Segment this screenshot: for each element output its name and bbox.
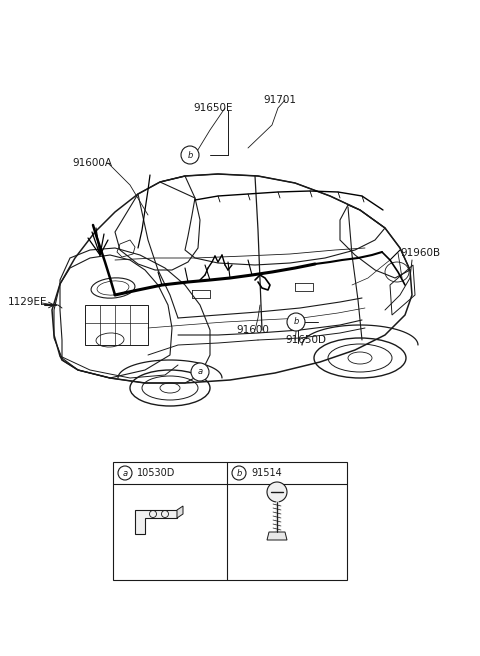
Text: b: b xyxy=(187,150,192,159)
Text: a: a xyxy=(197,367,203,377)
Polygon shape xyxy=(135,510,177,534)
Circle shape xyxy=(118,466,132,480)
Ellipse shape xyxy=(267,482,287,502)
Polygon shape xyxy=(267,532,287,540)
Circle shape xyxy=(287,313,305,331)
Circle shape xyxy=(191,363,209,381)
Text: 91514: 91514 xyxy=(251,468,282,478)
Circle shape xyxy=(232,466,246,480)
Text: 91600: 91600 xyxy=(236,325,269,335)
Text: 91650E: 91650E xyxy=(193,103,232,113)
Text: 91600A: 91600A xyxy=(72,158,112,168)
Text: 91960B: 91960B xyxy=(400,248,440,258)
Text: a: a xyxy=(122,468,128,478)
Text: b: b xyxy=(293,318,299,327)
Bar xyxy=(113,462,347,580)
Text: 1129EE: 1129EE xyxy=(8,297,48,307)
Text: 10530D: 10530D xyxy=(137,468,175,478)
Text: 91650D: 91650D xyxy=(285,335,326,345)
Polygon shape xyxy=(177,506,183,518)
Text: 91701: 91701 xyxy=(263,95,296,105)
Text: b: b xyxy=(236,468,242,478)
Circle shape xyxy=(181,146,199,164)
